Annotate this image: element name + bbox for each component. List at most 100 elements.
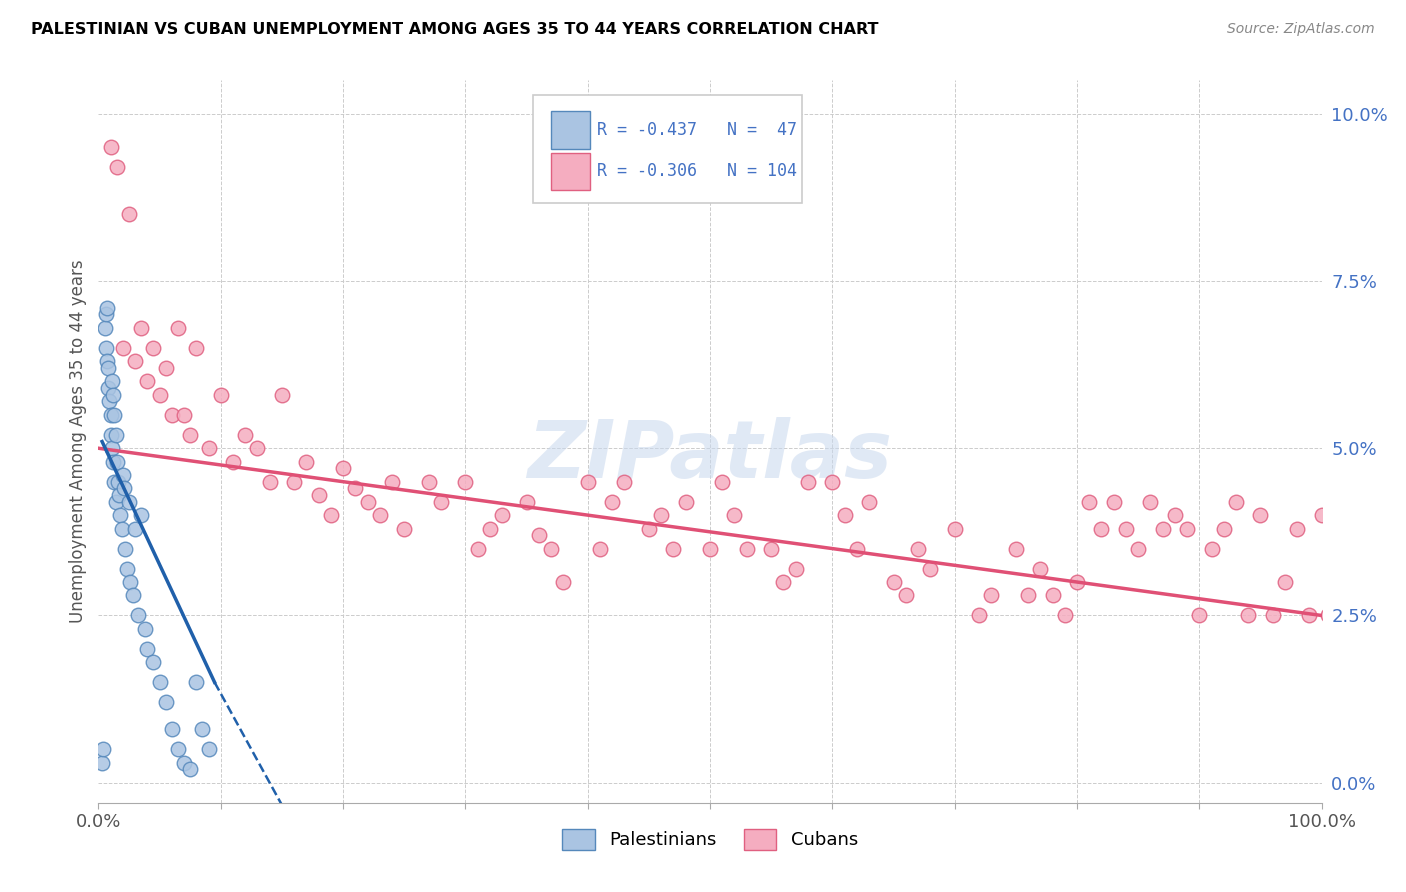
Point [308, 488, 330, 502]
Point [101, 375, 124, 389]
Point [467, 541, 489, 556]
Point [1042, 589, 1064, 603]
Point [259, 475, 281, 489]
Point [149, 675, 172, 690]
Point [883, 574, 905, 589]
Point [1310, 508, 1333, 523]
Point [105, 455, 128, 469]
Point [246, 442, 269, 455]
Point [650, 508, 672, 523]
Point [1212, 521, 1234, 535]
Point [540, 541, 562, 556]
Point [785, 562, 807, 576]
Point [1365, 762, 1388, 776]
Text: Source: ZipAtlas.com: Source: ZipAtlas.com [1227, 22, 1375, 37]
Point [115, 562, 138, 576]
Point [344, 481, 367, 495]
Point [332, 461, 354, 475]
Point [96, 301, 118, 315]
Point [108, 488, 131, 502]
Point [155, 696, 177, 710]
Point [1250, 508, 1272, 523]
Point [1152, 521, 1174, 535]
Point [111, 521, 134, 535]
Point [120, 574, 142, 589]
Point [1237, 608, 1260, 623]
Point [1334, 608, 1357, 623]
Point [105, 161, 128, 175]
Point [149, 387, 172, 401]
Point [797, 475, 820, 489]
Point [186, 341, 208, 355]
Point [675, 494, 697, 508]
Point [104, 427, 127, 442]
Point [100, 427, 122, 442]
Point [1115, 521, 1137, 535]
Y-axis label: Unemployment Among Ages 35 to 44 years: Unemployment Among Ages 35 to 44 years [69, 260, 87, 624]
Point [270, 387, 294, 401]
FancyBboxPatch shape [533, 95, 801, 203]
Point [821, 475, 844, 489]
Point [197, 442, 219, 455]
Point [894, 589, 917, 603]
Point [129, 508, 152, 523]
Point [527, 528, 550, 542]
Point [576, 475, 599, 489]
Point [491, 508, 513, 523]
Point [662, 541, 685, 556]
Point [134, 622, 156, 636]
Point [191, 723, 214, 737]
Text: PALESTINIAN VS CUBAN UNEMPLOYMENT AMONG AGES 35 TO 44 YEARS CORRELATION CHART: PALESTINIAN VS CUBAN UNEMPLOYMENT AMONG … [31, 22, 879, 37]
Point [283, 475, 305, 489]
Point [179, 427, 201, 442]
Point [101, 455, 124, 469]
Point [1286, 521, 1309, 535]
Point [101, 387, 124, 401]
Text: R = -0.306   N = 104: R = -0.306 N = 104 [598, 162, 797, 180]
Point [124, 521, 146, 535]
Point [1347, 708, 1369, 723]
Point [1066, 574, 1088, 589]
Point [392, 521, 416, 535]
Point [111, 467, 134, 482]
Point [107, 475, 129, 489]
Point [96, 354, 118, 368]
Point [104, 494, 127, 508]
Point [167, 320, 190, 334]
Point [553, 574, 575, 589]
Point [197, 742, 219, 756]
Point [142, 341, 165, 355]
Point [516, 494, 538, 508]
Point [94, 341, 117, 355]
Point [613, 475, 636, 489]
FancyBboxPatch shape [551, 112, 591, 149]
Point [1329, 655, 1351, 669]
Point [1139, 494, 1161, 508]
Point [94, 307, 117, 321]
Point [1004, 541, 1026, 556]
Point [124, 354, 146, 368]
Point [112, 481, 135, 495]
Point [209, 387, 232, 401]
Point [97, 381, 120, 395]
Point [637, 521, 661, 535]
Point [1225, 494, 1247, 508]
Point [127, 608, 149, 623]
Point [103, 475, 125, 489]
Point [943, 521, 966, 535]
Point [1201, 541, 1223, 556]
Point [179, 762, 201, 776]
Point [121, 589, 143, 603]
Point [129, 320, 152, 334]
Point [136, 642, 159, 657]
Point [111, 341, 134, 355]
Point [167, 742, 190, 756]
Point [91, 756, 114, 770]
FancyBboxPatch shape [551, 153, 591, 190]
Point [1316, 608, 1339, 623]
Point [319, 508, 342, 523]
Point [381, 475, 404, 489]
Point [103, 408, 125, 422]
Point [1341, 675, 1364, 690]
Point [98, 394, 121, 409]
